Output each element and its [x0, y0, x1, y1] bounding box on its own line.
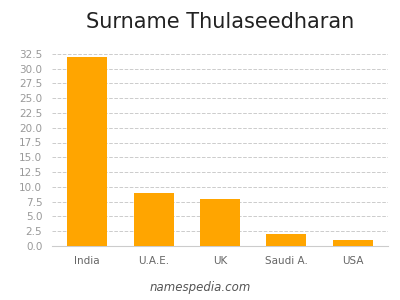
Bar	[200, 199, 240, 246]
Text: namespedia.com: namespedia.com	[149, 281, 251, 294]
Title: Surname Thulaseedharan: Surname Thulaseedharan	[86, 12, 354, 32]
Bar	[333, 240, 373, 246]
Bar	[266, 234, 306, 246]
Bar	[67, 57, 107, 246]
Bar	[134, 193, 174, 246]
